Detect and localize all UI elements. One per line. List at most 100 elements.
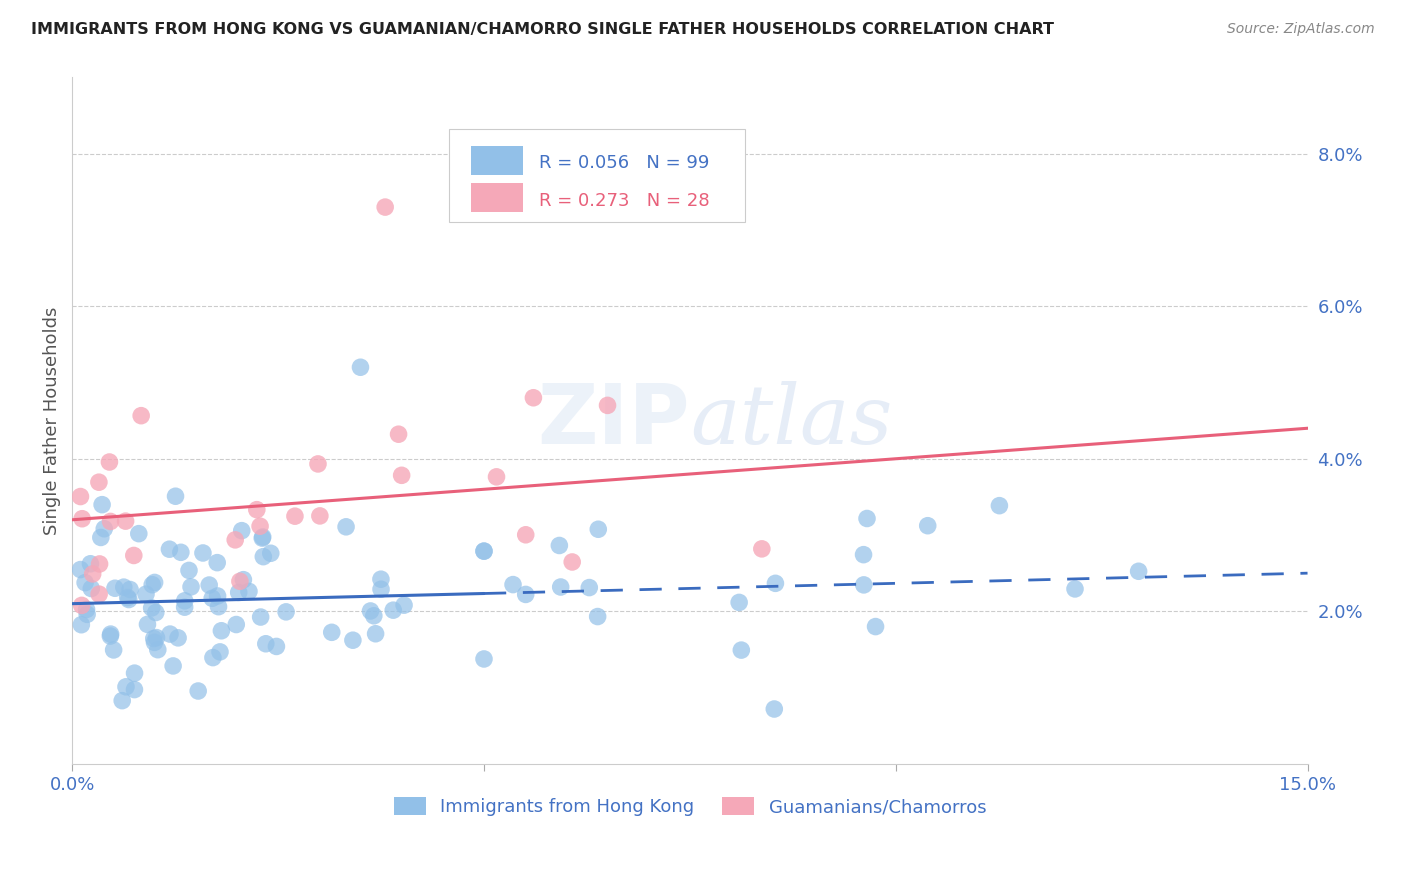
Point bbox=[142, 632, 165, 646]
Legend: Immigrants from Hong Kong, Guamanians/Chamorros: Immigrants from Hong Kong, Guamanians/Ch… bbox=[387, 789, 994, 823]
Point bbox=[76, 602, 98, 616]
Text: ZIP: ZIP bbox=[537, 380, 690, 461]
Point bbox=[260, 546, 283, 560]
Point bbox=[364, 626, 387, 640]
Point bbox=[91, 498, 114, 512]
Point bbox=[162, 659, 184, 673]
Point bbox=[159, 627, 181, 641]
Point bbox=[548, 539, 571, 553]
Point bbox=[124, 666, 146, 681]
Point bbox=[596, 398, 619, 412]
Point bbox=[360, 604, 382, 618]
Point bbox=[363, 608, 385, 623]
Point bbox=[173, 594, 195, 608]
Point bbox=[89, 557, 111, 571]
Point bbox=[229, 574, 252, 589]
Point bbox=[246, 502, 269, 516]
Point bbox=[865, 619, 887, 633]
Point bbox=[515, 528, 537, 542]
Point bbox=[135, 587, 157, 601]
Text: R = 0.273   N = 28: R = 0.273 N = 28 bbox=[538, 192, 710, 210]
Point bbox=[90, 531, 112, 545]
Point bbox=[342, 633, 364, 648]
Point bbox=[111, 693, 134, 707]
Point bbox=[763, 702, 786, 716]
Point bbox=[87, 475, 110, 490]
Point bbox=[728, 595, 751, 609]
Point bbox=[70, 512, 93, 526]
Point bbox=[254, 637, 277, 651]
Point bbox=[1064, 582, 1087, 596]
Point bbox=[201, 650, 224, 665]
Point bbox=[252, 530, 274, 544]
Point bbox=[103, 643, 125, 657]
Point bbox=[104, 581, 127, 595]
Point bbox=[201, 591, 224, 606]
Point bbox=[1128, 564, 1150, 578]
Point bbox=[167, 631, 190, 645]
Point bbox=[586, 609, 609, 624]
Point bbox=[112, 580, 135, 594]
Point bbox=[207, 589, 229, 603]
Point bbox=[69, 563, 91, 577]
Point bbox=[561, 555, 583, 569]
Point bbox=[98, 455, 121, 469]
Text: IMMIGRANTS FROM HONG KONG VS GUAMANIAN/CHAMORRO SINGLE FATHER HOUSEHOLDS CORRELA: IMMIGRANTS FROM HONG KONG VS GUAMANIAN/C… bbox=[31, 22, 1054, 37]
Point bbox=[136, 617, 159, 632]
Point bbox=[307, 457, 329, 471]
Text: Source: ZipAtlas.com: Source: ZipAtlas.com bbox=[1227, 22, 1375, 37]
FancyBboxPatch shape bbox=[471, 146, 523, 175]
Point bbox=[209, 624, 232, 638]
Point bbox=[472, 544, 495, 558]
Point bbox=[588, 522, 610, 536]
Point bbox=[117, 591, 139, 605]
Point bbox=[387, 427, 409, 442]
Point bbox=[143, 635, 166, 649]
Point bbox=[988, 499, 1011, 513]
Point bbox=[515, 587, 537, 601]
Point bbox=[198, 578, 221, 592]
Point bbox=[122, 549, 145, 563]
Point bbox=[522, 391, 544, 405]
Point bbox=[485, 470, 508, 484]
Point bbox=[141, 578, 163, 592]
Point bbox=[114, 514, 136, 528]
Point bbox=[70, 599, 93, 613]
Point bbox=[502, 577, 524, 591]
Point bbox=[208, 645, 231, 659]
Point bbox=[224, 533, 246, 547]
Point bbox=[335, 520, 357, 534]
Point bbox=[252, 549, 274, 564]
Point bbox=[249, 519, 271, 533]
Point bbox=[382, 603, 405, 617]
Point bbox=[252, 531, 274, 545]
Point bbox=[321, 625, 343, 640]
FancyBboxPatch shape bbox=[449, 129, 745, 221]
Point bbox=[145, 631, 167, 645]
Point bbox=[349, 360, 371, 375]
Point bbox=[917, 518, 939, 533]
Point bbox=[550, 580, 572, 594]
FancyBboxPatch shape bbox=[471, 184, 523, 212]
Point bbox=[284, 509, 307, 524]
Point bbox=[69, 490, 91, 504]
Point bbox=[80, 582, 103, 596]
Point bbox=[852, 548, 875, 562]
Point bbox=[75, 575, 97, 590]
Point bbox=[370, 572, 392, 586]
Point bbox=[472, 652, 495, 666]
Point bbox=[124, 682, 146, 697]
Point bbox=[187, 684, 209, 698]
Point bbox=[141, 601, 163, 615]
Point bbox=[231, 524, 253, 538]
Point bbox=[751, 541, 773, 556]
Point bbox=[225, 617, 247, 632]
Point bbox=[170, 545, 193, 559]
Point bbox=[177, 563, 200, 577]
Point bbox=[472, 544, 495, 558]
Point bbox=[374, 200, 396, 214]
Point bbox=[128, 526, 150, 541]
Point bbox=[165, 489, 187, 503]
Point bbox=[70, 617, 93, 632]
Text: R = 0.056   N = 99: R = 0.056 N = 99 bbox=[538, 154, 710, 172]
